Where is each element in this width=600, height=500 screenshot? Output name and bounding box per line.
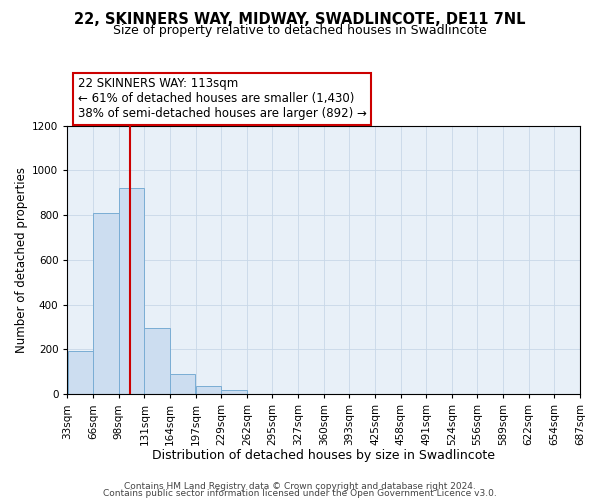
Bar	[196, 386, 221, 394]
Bar	[170, 374, 196, 394]
Text: Size of property relative to detached houses in Swadlincote: Size of property relative to detached ho…	[113, 24, 487, 37]
X-axis label: Distribution of detached houses by size in Swadlincote: Distribution of detached houses by size …	[152, 450, 495, 462]
Text: Contains HM Land Registry data © Crown copyright and database right 2024.: Contains HM Land Registry data © Crown c…	[124, 482, 476, 491]
Bar	[93, 213, 119, 394]
Bar	[119, 188, 144, 394]
Bar	[145, 328, 170, 394]
Bar	[221, 390, 247, 394]
Y-axis label: Number of detached properties: Number of detached properties	[15, 167, 28, 353]
Text: Contains public sector information licensed under the Open Government Licence v3: Contains public sector information licen…	[103, 490, 497, 498]
Text: 22 SKINNERS WAY: 113sqm
← 61% of detached houses are smaller (1,430)
38% of semi: 22 SKINNERS WAY: 113sqm ← 61% of detache…	[77, 78, 367, 120]
Bar	[68, 350, 93, 394]
Text: 22, SKINNERS WAY, MIDWAY, SWADLINCOTE, DE11 7NL: 22, SKINNERS WAY, MIDWAY, SWADLINCOTE, D…	[74, 12, 526, 28]
